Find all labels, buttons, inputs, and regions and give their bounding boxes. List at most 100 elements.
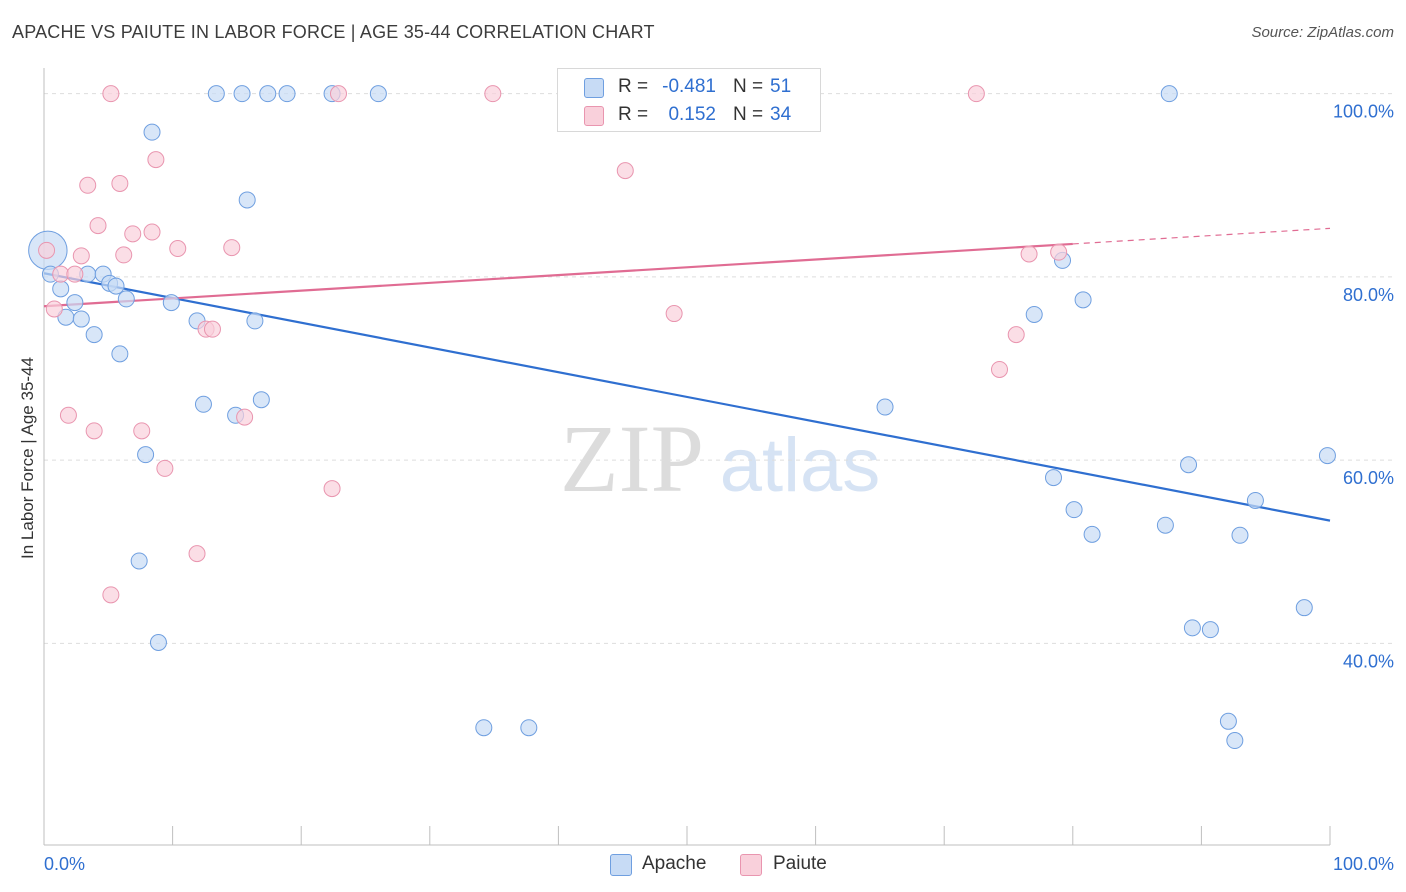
paiute-point (1020, 245, 1038, 263)
apache-point (1045, 469, 1063, 487)
apache-point (369, 85, 387, 103)
paiute-point (59, 406, 77, 424)
apache-point (72, 310, 90, 328)
source-label: Source: ZipAtlas.com (1251, 24, 1394, 41)
bottom-apache-swatch (610, 854, 632, 876)
apache-n-label: N = (733, 76, 764, 97)
paiute-point (45, 300, 63, 318)
apache-point (520, 719, 538, 737)
apache-n-value: 51 (770, 76, 792, 97)
apache-swatch (584, 78, 604, 98)
paiute-point (616, 162, 634, 180)
apache-point (876, 398, 894, 416)
paiute-point (990, 360, 1008, 378)
apache-point (259, 85, 277, 103)
paiute-point (665, 305, 683, 323)
paiute-point (967, 85, 985, 103)
paiute-point (133, 422, 151, 440)
paiute-trendline (43, 242, 1073, 308)
legend-row-apache: R = -0.481 N = 51 (558, 74, 820, 102)
bottom-paiute-swatch (740, 854, 762, 876)
paiute-point (169, 240, 187, 258)
apache-point (1156, 516, 1174, 534)
paiute-trendline-extension (1072, 227, 1331, 245)
x-tick-labels: 0.0% 100.0% (44, 854, 1394, 874)
paiute-point (66, 265, 84, 283)
paiute-point (188, 545, 206, 563)
chart-title: APACHE VS PAIUTE IN LABOR FORCE | AGE 35… (12, 22, 655, 42)
apache-point (66, 294, 84, 312)
watermark: ZIP atlas (560, 405, 880, 512)
apache-point (137, 446, 155, 464)
apache-point (1065, 501, 1083, 519)
apache-point (1226, 732, 1244, 750)
y-tick-label: 60.0% (1343, 468, 1394, 488)
apache-point (117, 290, 135, 308)
paiute-point (89, 217, 107, 235)
paiute-point (102, 85, 120, 103)
paiute-point (102, 586, 120, 604)
paiute-point (111, 174, 129, 192)
paiute-point (115, 246, 133, 264)
bottom-paiute-label: Paiute (773, 853, 827, 874)
apache-point (1160, 85, 1178, 103)
apache-point (207, 85, 225, 103)
paiute-r-value: 0.152 (668, 104, 716, 125)
apache-point (52, 280, 70, 298)
apache-point (1231, 526, 1249, 544)
apache-r-value: -0.481 (662, 76, 716, 97)
paiute-point (72, 247, 90, 265)
paiute-point (323, 480, 341, 498)
paiute-point (203, 320, 221, 338)
apache-point (1318, 447, 1336, 465)
apache-r-label: R = (618, 76, 649, 97)
apache-point (1183, 619, 1201, 637)
watermark-zip: ZIP (560, 405, 704, 512)
bottom-apache-label: Apache (642, 853, 707, 874)
paiute-point (124, 225, 142, 243)
y-tick-label: 100.0% (1333, 102, 1394, 122)
paiute-point (85, 422, 103, 440)
apache-point (252, 391, 270, 409)
paiute-point (223, 239, 241, 257)
apache-point (194, 395, 212, 413)
y-axis-label: In Labor Force | Age 35-44 (18, 357, 37, 559)
apache-point (130, 552, 148, 570)
stats-legend: R = -0.481 N = 51 R = 0.152 N = 34 (557, 68, 821, 132)
apache-point (1295, 599, 1313, 617)
apache-point (1201, 621, 1219, 639)
y-tick-label: 80.0% (1343, 285, 1394, 305)
apache-point (1025, 305, 1043, 323)
apache-point (1074, 291, 1092, 309)
paiute-point (156, 459, 174, 477)
paiute-r-label: R = (618, 104, 649, 125)
apache-point (238, 191, 256, 209)
x-ticks (43, 826, 1331, 845)
apache-point (1219, 712, 1237, 730)
paiute-n-label: N = (733, 104, 764, 125)
apache-point (85, 326, 103, 344)
paiute-point (52, 265, 70, 283)
paiute-point (1050, 243, 1068, 261)
grid (44, 93, 1392, 644)
paiute-point (236, 408, 254, 426)
apache-point (475, 719, 493, 737)
apache-point (278, 85, 296, 103)
apache-point (1180, 456, 1198, 474)
paiute-swatch (584, 106, 604, 126)
paiute-point (329, 85, 347, 103)
paiute-point (79, 176, 97, 194)
paiute-point (147, 151, 165, 169)
paiute-point (38, 241, 56, 259)
apache-point (233, 85, 251, 103)
apache-point (107, 277, 125, 295)
apache-point (1083, 525, 1101, 543)
apache-point (149, 634, 167, 652)
paiute-point (484, 85, 502, 103)
y-tick-labels: 100.0% 80.0% 60.0% 40.0% (1333, 102, 1394, 672)
paiute-n-value: 34 (770, 104, 792, 125)
apache-point (162, 294, 180, 312)
legend-row-paiute: R = 0.152 N = 34 (558, 102, 820, 130)
x-tick-label: 100.0% (1333, 854, 1394, 874)
